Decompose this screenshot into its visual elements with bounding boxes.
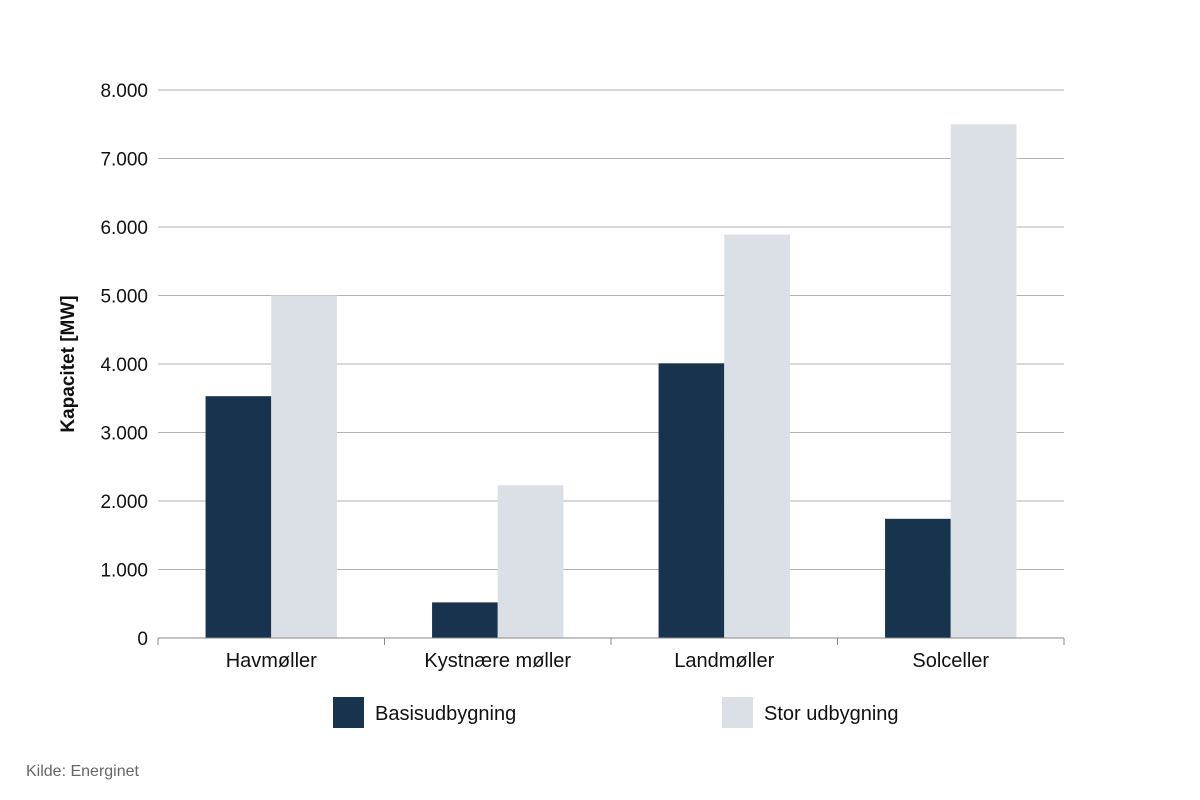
x-tick-label: Havmøller — [226, 650, 317, 672]
y-tick-label: 4.000 — [100, 355, 148, 376]
legend-label: Basisudbygning — [375, 703, 516, 725]
y-tick-label: 1.000 — [100, 561, 148, 582]
bar-stor-udbygning — [497, 485, 564, 638]
x-tick-labels: Havmøller Kystnære møller Landmøller Solcel… — [226, 650, 990, 672]
y-tick-label: 3.000 — [100, 424, 148, 445]
y-axis-title: Kapacitet [MW] — [58, 295, 79, 432]
x-tick-label: Landmøller — [674, 650, 774, 672]
legend-swatch — [722, 697, 753, 728]
bar-stor-udbygning — [950, 124, 1017, 638]
bar-basisudbygning — [885, 518, 951, 638]
y-tick-label: 6.000 — [100, 218, 148, 239]
y-tick-label: 8.000 — [100, 81, 148, 102]
legend-swatch — [333, 697, 364, 728]
bar-basisudbygning — [205, 396, 272, 638]
bar-basisudbygning — [432, 602, 498, 638]
source-note: Kilde: Energinet — [26, 763, 140, 780]
y-tick-label: 5.000 — [100, 287, 148, 308]
bars — [205, 124, 1017, 638]
bar-stor-udbygning — [271, 295, 337, 638]
x-tick-label: Kystnære møller — [424, 650, 571, 672]
x-tick-label: Solceller — [912, 650, 989, 672]
y-tick-label: 2.000 — [100, 492, 148, 513]
axes — [157, 637, 1065, 645]
bar-stor-udbygning — [724, 234, 790, 638]
y-tick-label: 7.000 — [100, 150, 148, 171]
legend: Basisudbygning Stor udbygning — [333, 697, 899, 728]
legend-label: Stor udbygning — [764, 703, 899, 725]
y-tick-label: 0 — [137, 629, 148, 650]
y-tick-labels: 0 1.000 2.000 3.000 4.000 5.000 6.000 7.000 8.00… — [100, 81, 148, 650]
bar-basisudbygning — [658, 363, 725, 638]
